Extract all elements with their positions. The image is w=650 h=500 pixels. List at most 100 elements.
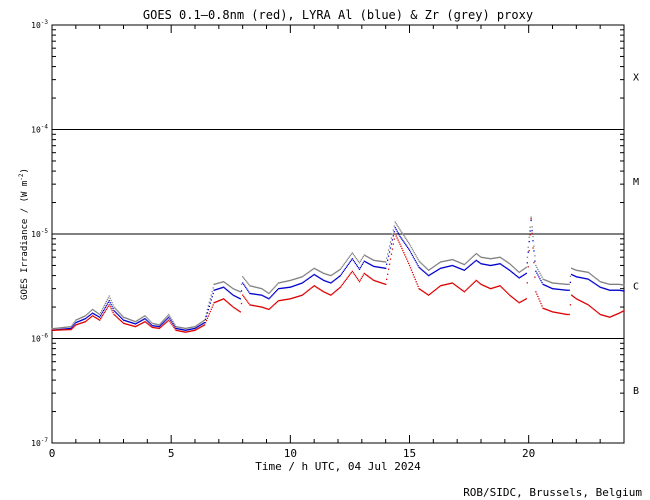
data-point — [161, 323, 163, 325]
data-point — [200, 322, 202, 324]
data-point — [479, 262, 481, 264]
data-point — [182, 330, 184, 333]
data-point — [343, 281, 346, 283]
data-point — [619, 311, 621, 314]
data-point — [74, 320, 76, 323]
data-point — [517, 276, 519, 278]
data-point — [256, 293, 258, 296]
data-point — [109, 302, 111, 304]
data-point — [143, 318, 145, 320]
data-point — [255, 286, 257, 288]
data-point — [602, 314, 604, 316]
data-point — [100, 310, 103, 312]
data-point — [184, 327, 187, 330]
data-point — [592, 281, 594, 284]
data-point — [244, 297, 246, 299]
data-point — [107, 305, 109, 308]
data-point — [481, 263, 483, 265]
data-point — [335, 271, 337, 274]
data-point — [257, 293, 259, 296]
data-point — [365, 274, 367, 276]
data-point — [480, 256, 482, 258]
data-point — [604, 282, 606, 284]
data-point — [576, 269, 579, 272]
data-point — [406, 240, 409, 242]
data-point — [351, 252, 353, 254]
data-point — [409, 251, 412, 253]
data-point — [264, 296, 266, 298]
data-point — [277, 282, 280, 284]
data-point — [137, 324, 139, 326]
data-point — [390, 243, 393, 245]
data-point — [127, 318, 130, 320]
data-point — [125, 317, 128, 319]
data-point — [469, 285, 471, 287]
data-point — [142, 322, 144, 324]
data-point — [430, 273, 433, 275]
data-point — [126, 320, 129, 323]
data-point — [111, 309, 113, 312]
data-point — [579, 270, 582, 272]
data-point — [598, 280, 600, 282]
data-point — [114, 307, 116, 309]
data-point — [153, 327, 155, 329]
data-point — [214, 289, 216, 291]
data-point — [348, 262, 351, 264]
data-point — [302, 293, 304, 296]
data-point — [232, 306, 234, 308]
y-tick-exp: -5 — [41, 228, 49, 235]
data-point — [329, 281, 331, 284]
data-point — [188, 327, 190, 329]
data-point — [190, 330, 192, 332]
data-point — [60, 329, 62, 331]
data-point — [135, 322, 138, 325]
data-point — [590, 274, 592, 276]
data-point — [582, 277, 584, 279]
data-point — [436, 269, 439, 271]
data-point — [422, 290, 424, 292]
data-point — [602, 287, 604, 289]
data-point — [549, 286, 551, 289]
data-point — [198, 325, 200, 327]
data-point — [364, 273, 366, 275]
data-point — [438, 268, 441, 270]
data-point — [336, 277, 339, 279]
data-point — [386, 257, 388, 259]
data-point — [194, 329, 196, 331]
data-point — [368, 263, 370, 265]
data-point — [413, 258, 415, 260]
data-point — [263, 295, 265, 297]
data-point — [463, 263, 466, 266]
data-point — [83, 318, 86, 320]
data-point — [503, 265, 505, 268]
data-point — [417, 285, 419, 288]
data-point — [245, 286, 247, 289]
data-point — [270, 307, 272, 309]
data-point — [321, 278, 323, 280]
data-point — [88, 311, 91, 313]
data-point — [484, 257, 486, 259]
data-point — [432, 271, 435, 274]
data-point — [596, 278, 598, 281]
data-point — [366, 255, 368, 258]
data-point — [269, 291, 271, 294]
data-point — [148, 324, 150, 326]
data-point — [622, 290, 624, 292]
data-point — [75, 324, 77, 326]
data-point — [160, 324, 162, 326]
data-point — [577, 276, 580, 278]
data-point — [268, 298, 270, 300]
data-point — [141, 319, 143, 321]
data-point — [421, 263, 423, 265]
data-point — [279, 281, 282, 284]
data-point — [211, 306, 213, 308]
data-point — [111, 302, 113, 304]
data-point — [406, 260, 409, 262]
data-point — [295, 284, 297, 286]
data-point — [401, 231, 403, 234]
data-point — [386, 278, 388, 280]
data-point — [498, 256, 500, 259]
data-point — [122, 316, 125, 318]
data-point — [193, 327, 195, 330]
